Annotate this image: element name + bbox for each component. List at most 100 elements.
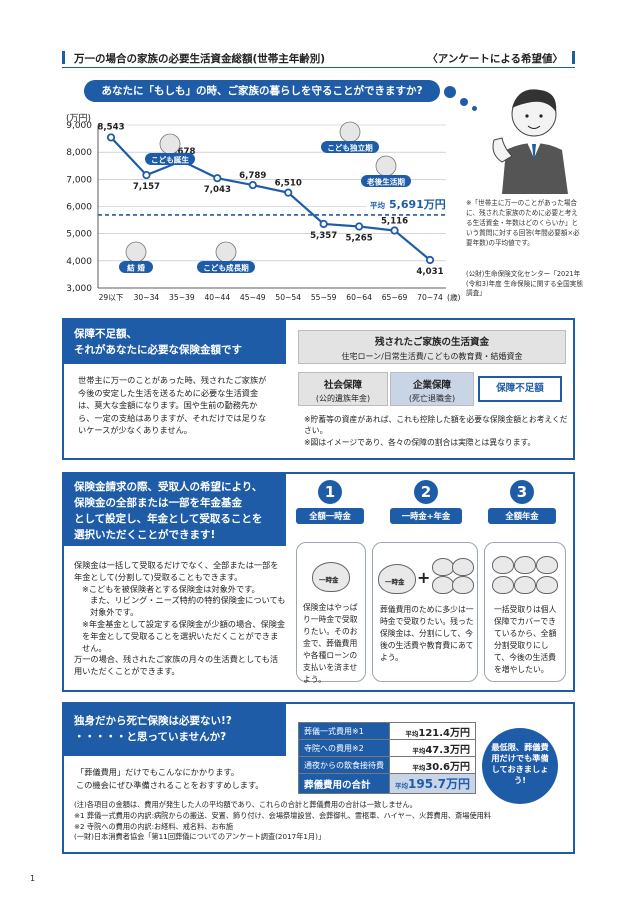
option-3-text: 一括受取りは個人保障でカバーできているから、全額分割受取りにして、今後の生活費を… [494, 605, 557, 674]
x-tick-label: 45~49 [240, 293, 266, 302]
data-label: 5,357 [310, 231, 337, 241]
pension-bag-icon [452, 576, 474, 594]
social-sub: (公的遺族年金) [315, 394, 371, 403]
money-bag-icon [378, 564, 416, 594]
section-shortfall [62, 318, 575, 460]
x-axis-unit: (歳) [447, 292, 461, 302]
x-tick-label: 40~44 [204, 293, 230, 302]
cost-label: 葬儀一式費用※1 [297, 722, 391, 740]
thought-bubble [460, 98, 468, 106]
life-event-label: 老後生活期 [367, 177, 405, 187]
cost-prefix: 平均 [412, 763, 426, 772]
life-event-label: こども誕生 [151, 155, 189, 165]
source-note: (公財)生命保険文化センター「2021年(令和3)年度 生命保険に関する全国実態… [466, 270, 583, 297]
corporate-title: 企業保障 [412, 380, 451, 391]
data-point [248, 180, 257, 190]
family-illustration [339, 121, 361, 143]
total-prefix: 平均 [395, 782, 409, 790]
section2-body: 保険金は一括して受取るだけでなく、全部または一部を年金として(分割して)受取るこ… [74, 560, 286, 678]
cost-value-cell: 平均30.6万円 [389, 756, 476, 774]
question-banner: あなたに「もしも」の時、ご家族の暮らしを守ることができますか? [84, 80, 440, 102]
x-tick-label: 35~39 [169, 293, 195, 302]
section1-body: 世帯主に万一のことがあった時、残されたご家族が今後の安定した生活を送るために必要… [78, 375, 267, 435]
option-3-label: 全額年金 [488, 508, 556, 524]
option-1-label: 全額一時金 [296, 508, 364, 524]
pension-bag-icon [432, 558, 454, 576]
pension-bag-icon [536, 576, 558, 594]
cost-prefix: 平均 [412, 746, 426, 755]
callout-circle: 最低限、葬儀費用だけでも準備しておきましょう! [482, 728, 558, 804]
data-point [425, 255, 435, 265]
section-funeral-cost [62, 702, 575, 854]
cost-label: 寺院への費用※2 [297, 739, 391, 757]
cost-value: 47.3万円 [425, 744, 470, 756]
cost-value: 30.6万円 [425, 761, 470, 773]
cost-prefix: 平均 [405, 729, 419, 738]
y-tick-label: 6,000 [66, 203, 92, 213]
option-3-number: 3 [510, 480, 534, 504]
data-point [355, 222, 364, 231]
section2-heading-line: 保険金請求の際、受取人の希望により、 [74, 481, 263, 493]
section2-body-para: 保険金は一括して受取るだけでなく、全部または一部を年金として(分割して)受取るこ… [74, 560, 279, 582]
data-label: 7,157 [133, 182, 160, 192]
data-point [390, 226, 399, 235]
family-illustration [159, 133, 181, 155]
thought-bubble [472, 106, 477, 111]
living-funds-sub: 住宅ローン/日常生活費/こどもの教育費・結婚資金 [341, 352, 523, 361]
section2-body-note: ※こどもを被保険者とする保険金は対象外です。 [82, 583, 260, 594]
pension-bag-icon [514, 556, 536, 574]
life-event-tag [197, 261, 255, 273]
y-axis-unit: (万円) [66, 114, 92, 124]
data-label: 7,678 [168, 147, 195, 157]
life-event-label: 結 婚 [127, 263, 145, 273]
cost-value-cell: 平均47.3万円 [389, 739, 476, 757]
cost-label: 通夜からの飲食接待費 [297, 756, 391, 774]
data-point [142, 170, 151, 180]
table-row-total: 葬儀費用の合計 平均195.7万円 [297, 773, 476, 794]
data-label: 4,031 [416, 267, 443, 277]
section3-heading-line1: 独身だから死亡保険は必要ない!? [74, 715, 232, 727]
data-label: 7,043 [204, 185, 231, 195]
x-tick-label: 29以下 [99, 293, 124, 302]
x-tick-label: 70~74 [417, 293, 443, 302]
pension-bag-icon [492, 556, 514, 574]
data-label: 5,265 [346, 233, 373, 243]
family-illustration [215, 241, 237, 263]
section1-heading: 保障不足額、 それがあなたに必要な保険金額です [64, 320, 286, 364]
footnote: (一財)日本消費者協会「第11回葬儀についてのアンケート調査(2017年1月)」 [74, 832, 326, 842]
data-point [284, 188, 293, 197]
section2-heading-line: として設定し、年金として受取ることを [74, 513, 263, 525]
footnote: ※1 葬儀一式費用の内訳:病院からの搬送、安置、飾り付け、会場祭壇設営、会葬御礼… [74, 810, 492, 820]
section2-body-para: 万一の場合、残されたご家族の月々の生活費としても活用いただくことができます。 [74, 654, 279, 677]
average-label-bg [366, 197, 442, 211]
table-row: 通夜からの飲食接待費 平均30.6万円 [297, 756, 476, 774]
section2-heading-line: 選択いただくことができます! [74, 529, 216, 541]
pension-bag-icon [492, 576, 514, 594]
life-event-tag [145, 153, 195, 165]
series-line [110, 136, 431, 261]
data-point [319, 219, 328, 229]
y-tick-label: 5,000 [66, 230, 92, 240]
footnote: ※2 寺院への費用の内訳:お経料、戒名料、お布施 [74, 821, 234, 831]
section1-note2: ※図はイメージであり、各々の保障の割合は実際とは異なります。 [304, 438, 536, 447]
header-bar-right [572, 51, 575, 64]
section2-body-note: また、リビング・ニーズ特約の特約保険金についても対象外です。 [90, 595, 286, 618]
corporate-sub: (死亡退職金) [408, 394, 456, 403]
section3-notes: (注)各項目の金額は、費用が発生した人の平均額であり、これらの合計と葬儀費用の合… [74, 800, 568, 843]
section3-body-1: 「葬儀費用」だけでもこんなにかかります。 [76, 767, 239, 777]
section3-heading: 独身だから死亡保険は必要ない!? ・・・・・と思っていませんか? [64, 704, 286, 756]
corporate-security-box: 企業保障 (死亡退職金) [390, 372, 474, 406]
y-tick-label: 9,000 [66, 121, 92, 131]
x-tick-label: 50~54 [275, 293, 301, 302]
life-event-label: こども成長期 [203, 263, 249, 273]
data-label: 6,789 [239, 171, 266, 181]
y-tick-label: 3,000 [66, 284, 92, 294]
life-event-tag [321, 141, 379, 153]
data-point [106, 133, 116, 142]
survey-note: ※「世帯主に万一のことがあった場合に、残された家族のために必要と考える生活資金・… [466, 199, 580, 247]
header-bar-left [62, 51, 65, 64]
data-label: 5,116 [381, 217, 408, 227]
living-funds-box: 残されたご家族の生活資金 住宅ローン/日常生活費/こどもの教育費・結婚資金 [298, 330, 566, 364]
page-number: 1 [30, 874, 36, 883]
life-event-tag [361, 175, 411, 187]
